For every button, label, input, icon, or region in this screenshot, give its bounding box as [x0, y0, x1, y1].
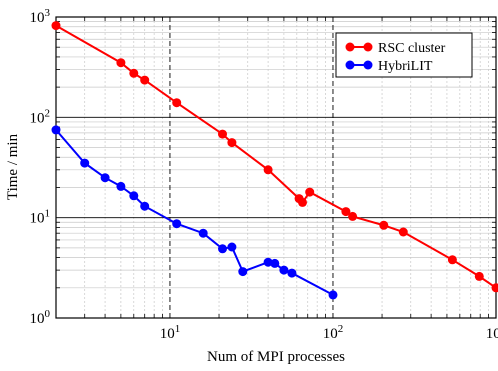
legend-marker-rsc [345, 42, 355, 52]
tick-layer: 100 101 102 103 101 102 103 [30, 7, 498, 342]
data-point [287, 268, 297, 278]
legend-box [335, 32, 473, 78]
y-tick-label: 103 [30, 7, 51, 26]
data-point [51, 21, 61, 31]
legend: RSC cluster HybriLIT [335, 32, 473, 78]
data-point [447, 255, 457, 265]
legend-label-rsc: RSC cluster [378, 41, 446, 56]
legend-label-hybrilit: HybriLIT [378, 59, 433, 74]
data-point [129, 191, 139, 201]
legend-marker-hybrilit [363, 60, 373, 70]
data-point [100, 173, 110, 183]
legend-marker-hybrilit [345, 60, 355, 70]
legend-marker-rsc [363, 42, 373, 52]
data-point [227, 242, 237, 252]
data-point [263, 257, 273, 267]
y-axis-label: Time / min [5, 133, 21, 200]
data-point [140, 201, 150, 211]
data-point [328, 290, 338, 300]
x-axis-label: Num of MPI processes [207, 349, 345, 365]
data-point [270, 258, 280, 268]
data-point [129, 68, 139, 78]
data-point [172, 98, 182, 108]
x-tick-label: 102 [323, 323, 344, 342]
data-point [80, 158, 90, 168]
data-point [140, 75, 150, 85]
data-point [227, 138, 237, 148]
data-point [238, 267, 248, 277]
series-line [55, 129, 334, 296]
data-point [298, 197, 307, 207]
y-tick-label: 100 [30, 308, 51, 327]
data-point [398, 227, 408, 237]
y-tick-label: 102 [30, 107, 51, 126]
series-layer [51, 21, 498, 300]
data-point [379, 220, 389, 230]
data-point [218, 244, 227, 254]
plot-frame [55, 16, 497, 319]
series-0 [51, 21, 498, 293]
data-point [263, 165, 273, 175]
data-point [341, 207, 351, 217]
data-point [279, 265, 289, 275]
data-point [491, 283, 498, 293]
series-1 [51, 125, 338, 300]
data-point [348, 211, 358, 221]
data-point [474, 271, 484, 281]
y-tick-label: 101 [30, 208, 51, 227]
data-point [116, 181, 126, 191]
x-tick-label: 103 [486, 323, 498, 342]
data-point [218, 129, 227, 139]
x-tick-label: 101 [160, 323, 181, 342]
data-point [172, 219, 182, 229]
data-point [51, 125, 61, 135]
data-point [305, 187, 315, 197]
data-point [198, 228, 208, 238]
data-point [116, 58, 126, 68]
